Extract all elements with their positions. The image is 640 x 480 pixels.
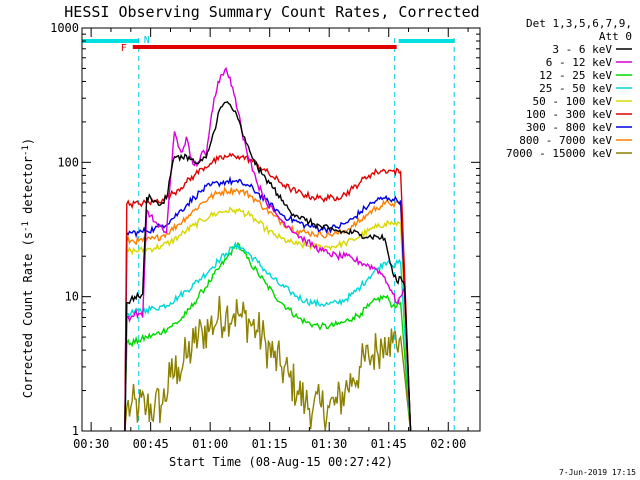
series-line-6 [124, 152, 412, 431]
y-tick-label: 10 [65, 290, 79, 304]
x-tick-label: 02:00 [430, 437, 466, 451]
series-line-8 [124, 186, 412, 431]
chart-title: HESSI Observing Summary Count Rates, Cor… [64, 3, 479, 21]
series-line-7 [124, 175, 412, 431]
x-tick-label: 01:30 [311, 437, 347, 451]
legend-entry-label: 100 - 300 keV [526, 108, 612, 121]
x-tick-label: 01:00 [192, 437, 228, 451]
y-tick-label: 1 [72, 424, 79, 438]
legend-entry-label: 12 - 25 keV [539, 69, 612, 82]
y-tick-label: 100 [57, 155, 79, 169]
flare-flag-label: F [121, 43, 127, 54]
legend-entry-label: 6 - 12 keV [546, 56, 613, 69]
series-line-1 [124, 101, 412, 431]
legend-entry-label: 7000 - 15000 keV [506, 147, 612, 160]
series-line-3 [124, 241, 412, 431]
legend-entry-label: 25 - 50 keV [539, 82, 612, 95]
legend-header-line2: Att 0 [599, 30, 632, 43]
y-tick-label: 1000 [50, 21, 79, 35]
y-axis-label: Corrected Count Rate (s-1 detector-1) [21, 138, 35, 398]
x-axis-ticks: 00:30 00:45 01:00 01:15 01:30 01:45 02:00 [73, 28, 469, 451]
footer-date: 7-Jun-2019 17:15 [559, 468, 636, 477]
plot-frame [81, 27, 481, 432]
legend-entry-label: 300 - 800 keV [526, 121, 612, 134]
legend-entry-label: 3 - 6 keV [552, 43, 612, 56]
series-line-5 [124, 206, 412, 431]
night-flag-label: N [144, 35, 150, 46]
x-tick-label: 01:15 [252, 437, 288, 451]
x-axis-label: Start Time (08-Aug-15 00:27:42) [169, 455, 393, 469]
series-line-4 [124, 241, 412, 431]
flag-bars: FN [82, 35, 455, 431]
series-line-2 [124, 66, 412, 431]
x-tick-label: 01:45 [371, 437, 407, 451]
series-line-9 [124, 295, 412, 431]
legend-entry-label: 800 - 7000 keV [519, 134, 612, 147]
y-axis-ticks: 1 10 100 1000 [50, 21, 480, 438]
legend-header-line1: Det 1,3,5,6,7,9, [526, 17, 632, 30]
x-tick-label: 00:45 [133, 437, 169, 451]
legend-entry-label: 50 - 100 keV [533, 95, 613, 108]
x-tick-label: 00:30 [73, 437, 109, 451]
plot-area: FN [82, 35, 455, 431]
